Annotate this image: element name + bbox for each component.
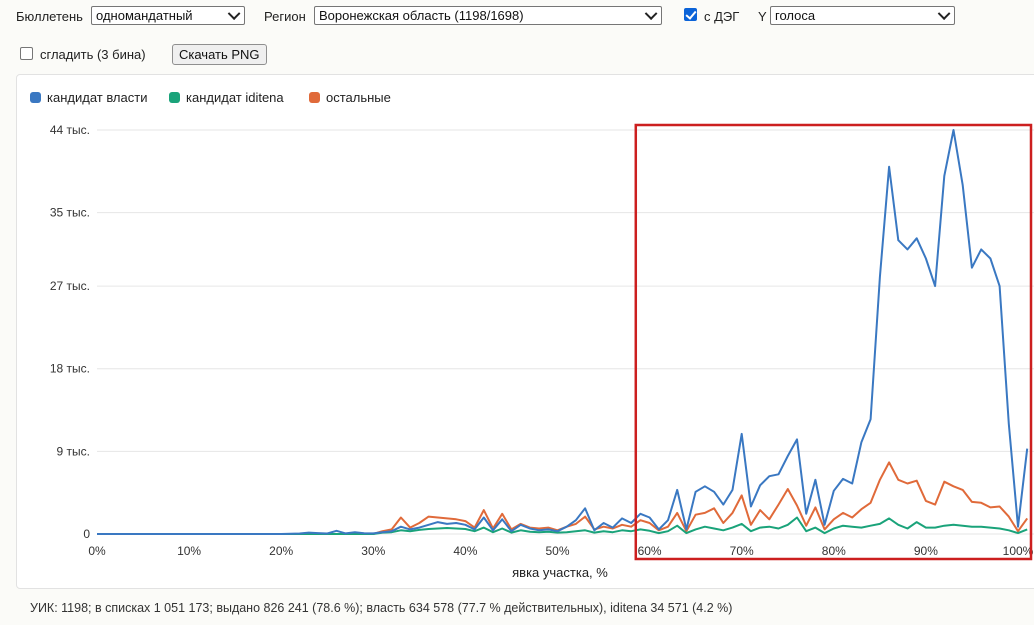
x-tick-label: 100% [1003, 544, 1034, 558]
region-select-value: Воронежская область (1198/1698) [319, 8, 524, 23]
legend-swatch [30, 92, 41, 103]
x-tick-label: 20% [269, 544, 293, 558]
summary-footer: УИК: 1198; в списках 1 051 173; выдано 8… [30, 601, 733, 615]
grid-lines [97, 129, 1034, 535]
x-tick-label: 90% [914, 544, 938, 558]
y-tick-label: 9 тыс. [57, 444, 90, 458]
region-label: Регион [264, 9, 306, 24]
deg-checkbox[interactable] [684, 8, 697, 21]
x-axis-label: явка участка, % [512, 565, 608, 580]
y-tick-label: 44 тыс. [50, 123, 90, 137]
region-select[interactable]: Воронежская область (1198/1698) [314, 6, 662, 25]
turnout-line-chart: 0 9 тыс. 18 тыс. 27 тыс. 35 тыс. 44 тыс. 0% 10… [50, 123, 1034, 580]
legend-label: кандидат iditena [186, 90, 284, 105]
legend-label: остальные [326, 90, 391, 105]
x-axis-ticks: 0% 10% 20% 30% 40% 50% 60% 70% 80% 90% 100% [88, 544, 1033, 558]
highlight-box [634, 123, 1033, 561]
legend-item-series-1[interactable]: кандидат iditena [169, 90, 284, 105]
series-line-2 [97, 461, 1029, 535]
ballot-select[interactable]: одномандатный [91, 6, 245, 25]
legend-label: кандидат власти [47, 90, 148, 105]
legend-item-series-2[interactable]: остальные [309, 90, 391, 105]
x-tick-label: 30% [361, 544, 385, 558]
smooth-checkbox[interactable] [20, 47, 33, 60]
series-line-1 [97, 516, 1028, 535]
y-axis-ticks: 0 9 тыс. 18 тыс. 27 тыс. 35 тыс. 44 тыс. [50, 123, 90, 541]
legend-item-series-0[interactable]: кандидат власти [30, 90, 147, 105]
y-label: Y [758, 9, 767, 24]
x-tick-label: 0% [88, 544, 106, 558]
series-lines [97, 129, 1029, 535]
download-png-button[interactable]: Скачать PNG [172, 44, 267, 65]
x-tick-label: 50% [545, 544, 569, 558]
y-tick-label: 18 тыс. [50, 362, 90, 376]
ballot-select-value: одномандатный [96, 8, 193, 23]
smooth-label: сгладить (3 бина) [40, 47, 146, 62]
y-tick-label: 35 тыс. [50, 206, 90, 220]
x-tick-label: 40% [453, 544, 477, 558]
x-tick-label: 10% [177, 544, 201, 558]
y-select[interactable]: голоса [770, 6, 955, 25]
legend-swatch [169, 92, 180, 103]
x-tick-label: 60% [638, 544, 662, 558]
ballot-label: Бюллетень [16, 9, 83, 24]
y-tick-label: 27 тыс. [50, 279, 90, 293]
deg-label: с ДЭГ [704, 9, 740, 24]
y-tick-label: 0 [83, 527, 90, 541]
x-tick-label: 70% [730, 544, 754, 558]
chart-panel [16, 74, 1034, 589]
series-line-0 [97, 129, 1029, 535]
legend-swatch [309, 92, 320, 103]
x-tick-label: 80% [822, 544, 846, 558]
toolbar: Бюллетень одномандатный Регион Воронежск… [0, 0, 1034, 72]
y-select-value: голоса [775, 8, 816, 23]
